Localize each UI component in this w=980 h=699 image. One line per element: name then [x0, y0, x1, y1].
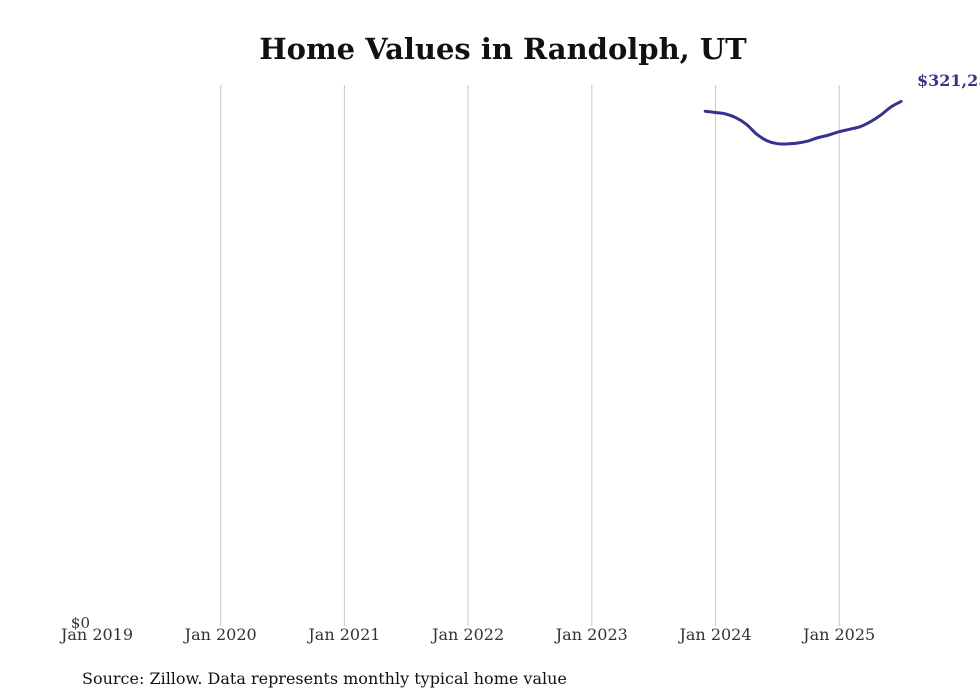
x-tick-jan-2022: Jan 2022 — [430, 625, 504, 644]
y-axis-zero-label: $0 — [71, 614, 90, 632]
chart-title: Home Values in Randolph, UT — [259, 32, 747, 66]
latest-value-label: $321,25 — [917, 71, 980, 90]
x-tick-jan-2021: Jan 2021 — [306, 625, 380, 644]
x-tick-jan-2025: Jan 2025 — [801, 625, 875, 644]
x-tick-jan-2023: Jan 2023 — [554, 625, 628, 644]
x-tick-jan-2020: Jan 2020 — [183, 625, 257, 644]
home-value-series-line — [703, 99, 903, 146]
source-note: Source: Zillow. Data represents monthly … — [82, 669, 567, 688]
x-tick-jan-2019: Jan 2019 — [59, 625, 133, 644]
x-axis-tick-labels: Jan 2019 Jan 2020 Jan 2021 Jan 2022 Jan 2023… — [59, 625, 875, 644]
vertical-gridlines — [220, 85, 840, 626]
x-tick-jan-2024: Jan 2024 — [677, 625, 751, 644]
